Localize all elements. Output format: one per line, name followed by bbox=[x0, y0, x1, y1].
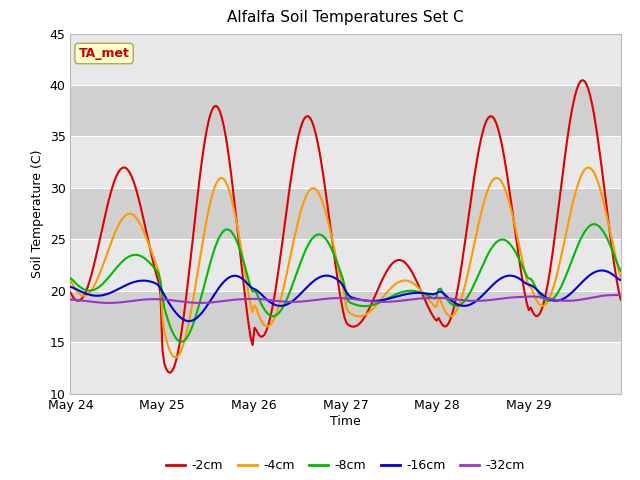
Title: Alfalfa Soil Temperatures Set C: Alfalfa Soil Temperatures Set C bbox=[227, 11, 464, 25]
Text: TA_met: TA_met bbox=[79, 47, 129, 60]
Bar bbox=[70, 240, 621, 291]
Legend: -2cm, -4cm, -8cm, -16cm, -32cm: -2cm, -4cm, -8cm, -16cm, -32cm bbox=[161, 455, 530, 477]
Bar bbox=[70, 136, 621, 188]
Bar bbox=[70, 188, 621, 240]
X-axis label: Time: Time bbox=[330, 415, 361, 428]
Bar bbox=[70, 291, 621, 342]
Y-axis label: Soil Temperature (C): Soil Temperature (C) bbox=[31, 149, 44, 278]
Bar bbox=[70, 34, 621, 85]
Bar bbox=[70, 85, 621, 136]
Bar bbox=[70, 342, 621, 394]
